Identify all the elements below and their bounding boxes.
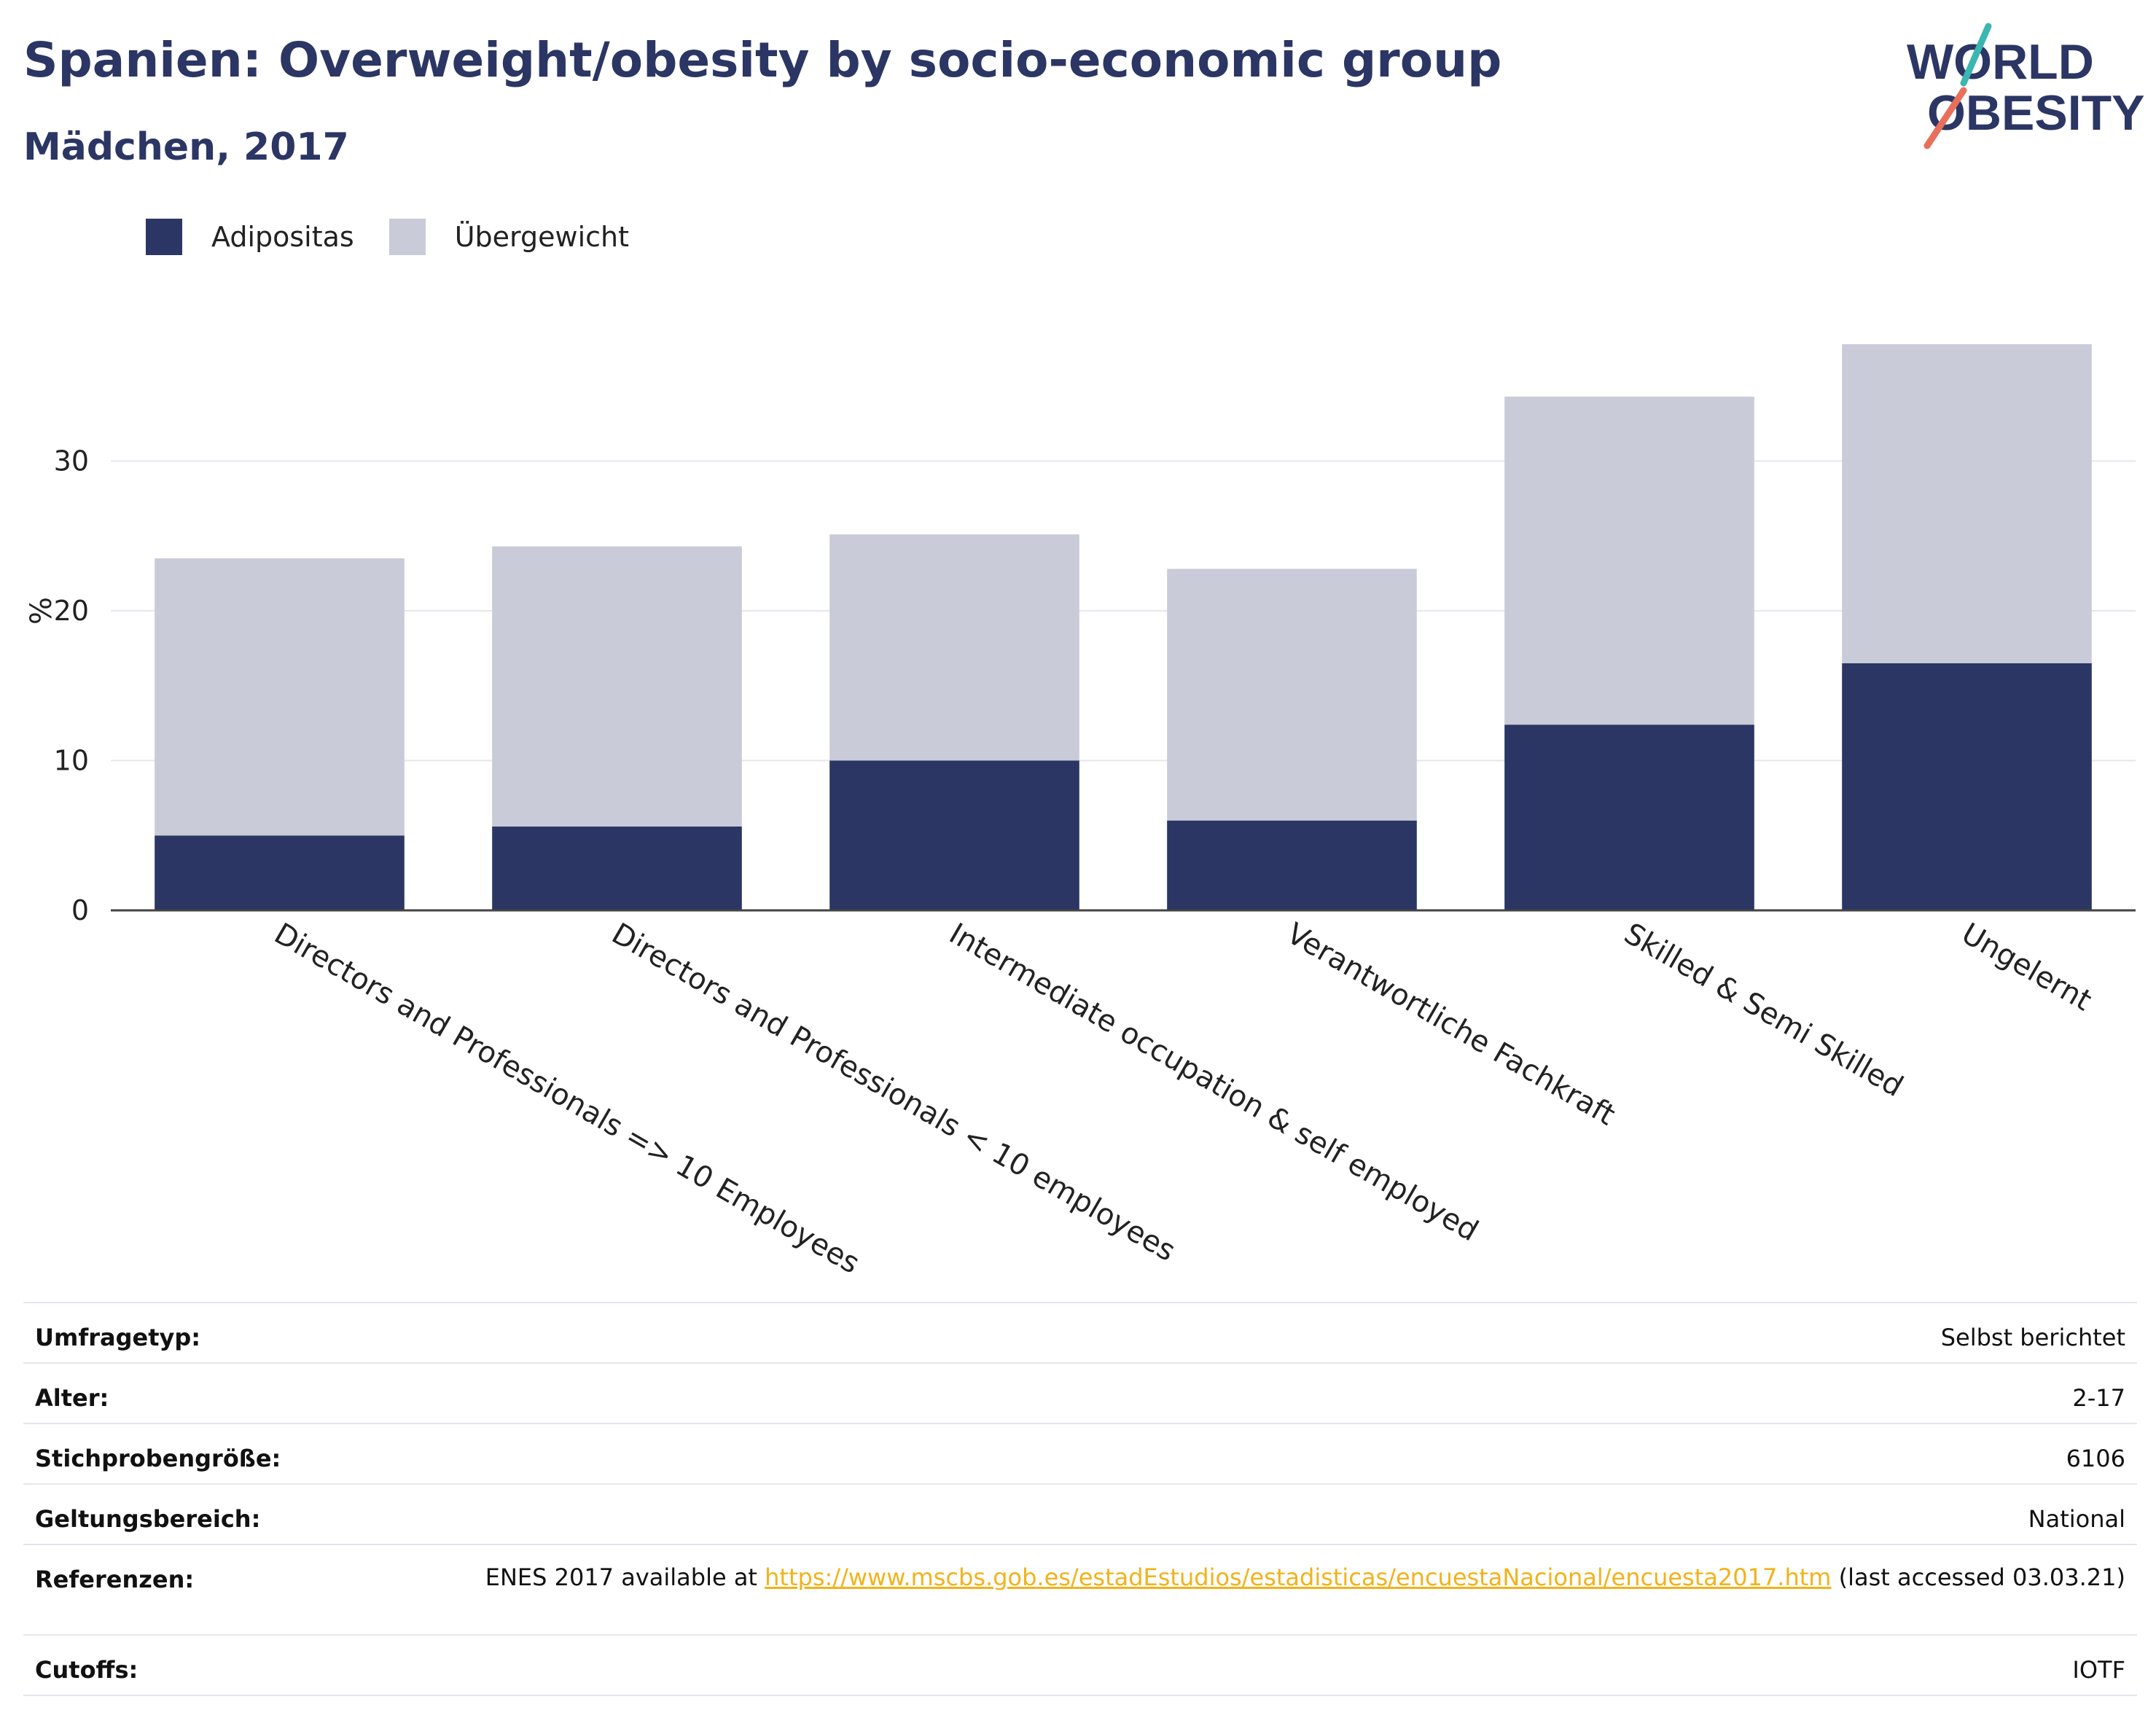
x-tick-label: Ungelernt (1956, 917, 2098, 1018)
info-key: Referenzen: (23, 1544, 318, 1635)
bar-uebergewicht (155, 558, 405, 836)
info-key: Umfragetyp: (23, 1302, 318, 1363)
y-tick-label: 10 (54, 745, 89, 777)
x-tick-label: Directors and Professionals => 10 Employ… (269, 917, 865, 1281)
y-axis-label: % (25, 597, 58, 625)
info-key: Geltungsbereich: (23, 1483, 318, 1544)
chart-title: Spanien: Overweight/obesity by socio-eco… (23, 32, 1502, 88)
bar-uebergewicht (829, 534, 1079, 761)
logo-stroke-teal (1960, 23, 1992, 87)
info-value: Selbst berichtet (317, 1302, 2137, 1363)
legend-swatch-adipositas (146, 219, 182, 255)
info-key: Cutoffs: (23, 1634, 318, 1696)
x-tick-label: Verantwortliche Fachkraft (1281, 917, 1621, 1133)
info-value: 6106 (317, 1423, 2137, 1484)
bar-adipositas (1504, 725, 1754, 910)
world-obesity-logo: WORLD OBESITY (1907, 23, 2145, 149)
info-row-references: Referenzen: ENES 2017 available at https… (23, 1544, 2137, 1635)
logo-word-world: WORLD (1907, 34, 2094, 90)
chart-subtitle: Mädchen, 2017 (23, 125, 349, 169)
x-tick-label: Skilled & Semi Skilled (1619, 917, 1909, 1104)
stacked-bar-chart: 0 10 20 30% Directors and Professionals => 1… (25, 344, 2136, 1281)
x-tick-label: Intermediate occupation & self employed (944, 917, 1484, 1249)
bar-uebergewicht (1842, 344, 2092, 663)
info-row-sample-size: Stichprobengröße: 6106 (23, 1423, 2137, 1484)
x-tick-label: Directors and Professionals < 10 employe… (606, 917, 1181, 1268)
logo-stroke-coral (1923, 87, 1967, 149)
info-key: Alter: (23, 1362, 318, 1423)
reference-link[interactable]: https://www.mscbs.gob.es/estadEstudios/e… (765, 1563, 1832, 1591)
legend-label-adipositas: Adipositas (211, 221, 354, 253)
info-value: IOTF (317, 1634, 2137, 1696)
legend-item-adipositas[interactable]: Adipositas (146, 219, 354, 255)
bar-uebergewicht (1504, 397, 1754, 725)
bar-uebergewicht (1167, 569, 1417, 821)
y-tick-label: 20 (54, 595, 89, 627)
legend-label-uebergewicht: Übergewicht (454, 221, 629, 253)
bar-adipositas (1167, 820, 1417, 910)
chart-legend: Adipositas Übergewicht (146, 217, 664, 257)
y-tick-label: 0 (71, 894, 89, 926)
info-row-age: Alter: 2-17 (23, 1362, 2137, 1423)
survey-info-table: Umfragetyp: Selbst berichtet Alter: 2-17… (23, 1302, 2137, 1696)
info-row-survey-type: Umfragetyp: Selbst berichtet (23, 1302, 2137, 1363)
info-key: Stichprobengröße: (23, 1423, 318, 1484)
info-value: 2-17 (317, 1362, 2137, 1423)
y-tick-label: 30 (54, 445, 89, 477)
bar-uebergewicht (492, 546, 742, 827)
bar-adipositas (155, 835, 405, 910)
bar-adipositas (829, 760, 1079, 910)
bar-adipositas (1842, 663, 2092, 910)
info-value: ENES 2017 available at https://www.mscbs… (317, 1544, 2137, 1635)
legend-swatch-uebergewicht (388, 219, 426, 255)
reference-suffix: (last accessed 03.03.21) (1831, 1563, 2125, 1591)
bar-adipositas (492, 826, 742, 910)
legend-item-uebergewicht[interactable]: Übergewicht (388, 219, 629, 255)
reference-text: ENES 2017 available at (485, 1563, 765, 1591)
info-value: National (317, 1483, 2137, 1544)
info-row-scope: Geltungsbereich: National (23, 1483, 2137, 1544)
info-row-cutoffs: Cutoffs: IOTF (23, 1634, 2137, 1696)
